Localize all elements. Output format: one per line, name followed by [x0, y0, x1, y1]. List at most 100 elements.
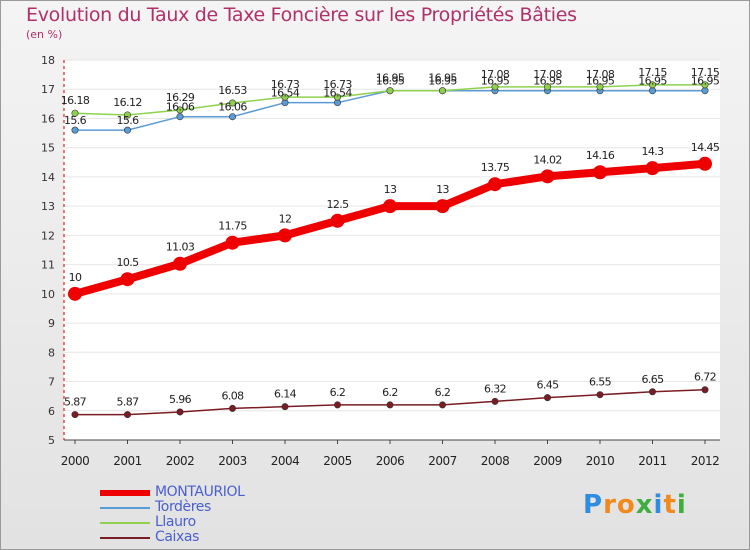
- data-point: [438, 87, 446, 95]
- data-label: 16.95: [533, 75, 562, 88]
- legend-label-torderes: Tordères: [155, 499, 211, 515]
- data-label: 10: [69, 271, 82, 284]
- data-point: [386, 87, 394, 95]
- data-label: 5.96: [169, 393, 192, 406]
- data-label: 16.73: [271, 78, 300, 91]
- data-label: 13: [384, 183, 397, 196]
- y-tick-label: 5: [48, 434, 55, 447]
- proxiti-logo: Proxiti: [583, 490, 687, 520]
- data-label: 12.5: [326, 198, 349, 211]
- logo-letter: i: [676, 490, 687, 520]
- data-point: [330, 213, 345, 228]
- data-point: [176, 113, 184, 121]
- y-tick-label: 10: [41, 288, 55, 301]
- legend-label-caixas: Caixas: [155, 529, 200, 545]
- data-point: [176, 408, 184, 416]
- x-tick-label: 2000: [61, 454, 90, 468]
- data-point: [491, 397, 499, 405]
- data-label: 6.32: [484, 382, 506, 395]
- data-point: [71, 109, 79, 117]
- data-point: [176, 106, 184, 114]
- data-label: 6.08: [221, 389, 244, 402]
- x-tick-label: 2004: [271, 454, 300, 468]
- x-tick-label: 2012: [691, 454, 720, 468]
- logo-letter: i: [653, 490, 664, 520]
- x-tick-label: 2005: [323, 454, 352, 468]
- plot-area: [64, 60, 720, 440]
- data-label: 16.95: [428, 72, 457, 85]
- data-label: 14.3: [641, 145, 664, 158]
- data-label: 16.29: [166, 91, 195, 104]
- data-label: 6.14: [274, 388, 297, 401]
- y-tick-label: 12: [41, 229, 55, 242]
- data-label: 16.54: [271, 87, 300, 100]
- data-point: [68, 286, 82, 301]
- data-label: 17.15: [691, 66, 720, 79]
- data-label: 15.6: [64, 114, 87, 127]
- data-label: 13: [436, 183, 449, 196]
- data-label: 15.6: [116, 114, 139, 127]
- data-point: [648, 87, 656, 95]
- data-label: 6.2: [330, 386, 346, 399]
- data-point: [438, 401, 446, 409]
- x-tick-label: 2006: [376, 454, 405, 468]
- y-tick-label: 6: [48, 405, 55, 418]
- data-label: 16.95: [428, 75, 457, 88]
- y-tick-label: 18: [41, 54, 55, 67]
- data-label: 16.53: [218, 84, 247, 97]
- x-tick-label: 2009: [533, 454, 562, 468]
- data-label: 14.16: [586, 149, 615, 162]
- legend-swatch-torderes: [100, 507, 150, 509]
- logo-letter: o: [616, 490, 636, 520]
- y-tick-label: 9: [48, 317, 55, 330]
- data-label: 6.55: [589, 376, 612, 389]
- data-point: [698, 156, 712, 171]
- data-label: 11.75: [218, 220, 247, 233]
- legend-label-llauro: Llauro: [155, 514, 196, 530]
- data-label: 12: [279, 212, 292, 225]
- y-tick-label: 8: [48, 346, 55, 359]
- data-label: 16.73: [323, 78, 352, 91]
- logo-letter: t: [663, 490, 677, 520]
- data-label: 16.54: [323, 87, 352, 100]
- legend: MONTAURIOL Tordères Llauro Caixas: [100, 484, 360, 546]
- logo-letter: r: [603, 490, 617, 520]
- data-point: [593, 165, 607, 180]
- legend-swatch-montauriol: [100, 490, 150, 496]
- data-label: 13.75: [481, 161, 510, 174]
- data-label: 17.08: [586, 68, 615, 81]
- data-label: 17.08: [481, 68, 510, 81]
- data-point: [124, 126, 132, 134]
- data-point: [596, 391, 604, 399]
- y-tick-label: 15: [41, 142, 55, 155]
- data-label: 6.65: [641, 373, 664, 386]
- data-point: [648, 81, 656, 89]
- data-label: 16.95: [691, 75, 720, 88]
- data-label: 6.72: [694, 371, 716, 384]
- data-label: 16.95: [376, 72, 405, 85]
- data-label: 6.2: [435, 386, 451, 399]
- data-point: [645, 161, 660, 176]
- data-point: [540, 169, 555, 184]
- data-point: [229, 99, 237, 107]
- y-tick-label: 11: [41, 259, 55, 272]
- data-point: [333, 93, 341, 101]
- legend-label-montauriol: MONTAURIOL: [155, 484, 245, 500]
- data-label: 6.45: [536, 379, 559, 392]
- data-point: [596, 83, 604, 91]
- data-label: 11.03: [166, 241, 195, 254]
- x-tick-label: 2007: [428, 454, 457, 468]
- data-label: 5.87: [116, 396, 139, 409]
- data-label: 17.08: [533, 68, 562, 81]
- x-tick-label: 2001: [113, 454, 142, 468]
- data-point: [701, 81, 709, 89]
- data-label: 16.18: [61, 94, 90, 107]
- data-label: 16.12: [113, 96, 142, 109]
- data-point: [281, 93, 289, 101]
- data-label: 5.87: [64, 396, 87, 409]
- y-tick-label: 14: [41, 171, 55, 184]
- x-tick-label: 2008: [481, 454, 510, 468]
- chart-subtitle: (en %): [26, 28, 63, 41]
- data-label: 6.2: [382, 386, 398, 399]
